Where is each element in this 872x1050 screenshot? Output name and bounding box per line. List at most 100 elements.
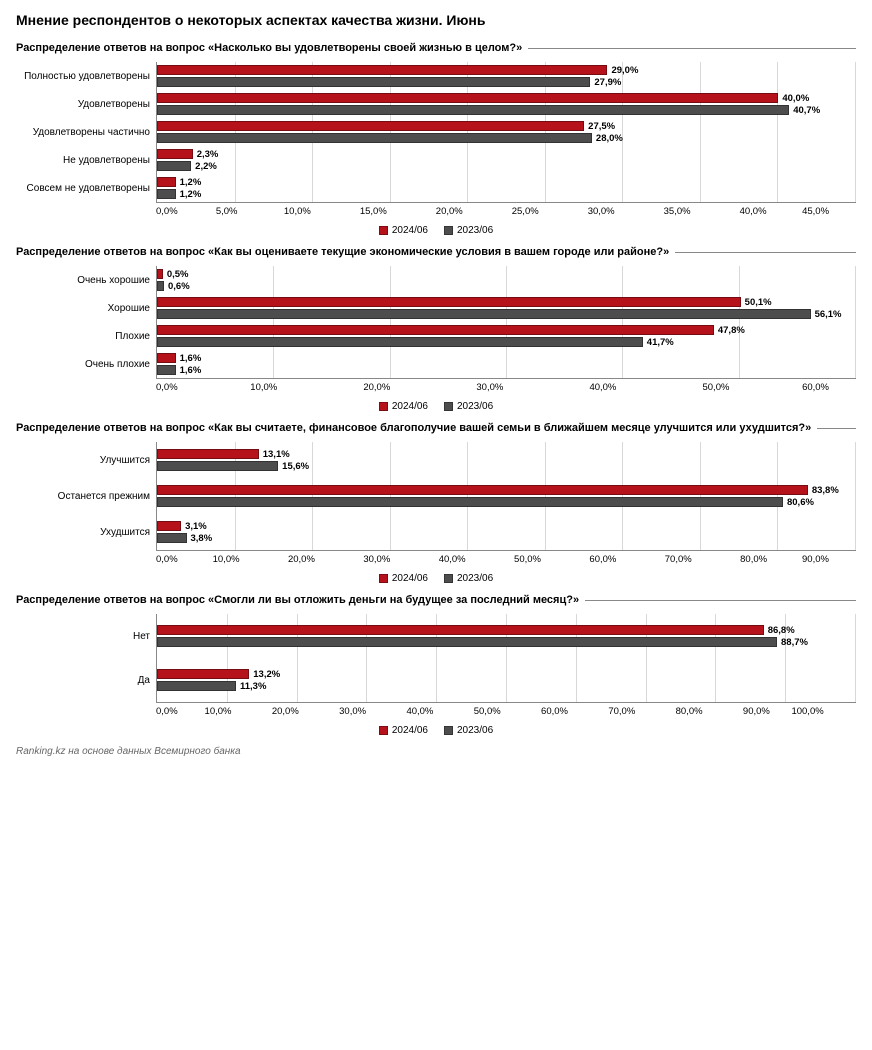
x-tick-label: 30,0% — [476, 382, 503, 393]
bar-value-label: 80,6% — [787, 497, 814, 508]
bar-group: 27,5%28,0% — [157, 118, 856, 146]
category-label: Плохие — [16, 322, 156, 350]
bar-series-2 — [157, 189, 176, 199]
bar-value-label: 41,7% — [647, 337, 674, 348]
x-tick-label: 50,0% — [474, 706, 501, 717]
x-tick-label: 50,0% — [702, 382, 729, 393]
bar-value-label: 88,7% — [781, 637, 808, 648]
x-tick-label: 40,0% — [406, 706, 433, 717]
chart-block: Распределение ответов на вопрос «Как вы … — [16, 246, 856, 412]
legend-label: 2023/06 — [457, 725, 493, 736]
bar-value-label: 2,3% — [197, 149, 219, 160]
legend-swatch — [379, 226, 388, 235]
bar-series-2 — [157, 365, 176, 375]
x-tick-label: 30,0% — [339, 706, 366, 717]
chart-title: Распределение ответов на вопрос «Как вы … — [16, 422, 811, 434]
bar-series-1 — [157, 65, 607, 75]
legend-item: 2023/06 — [444, 573, 493, 584]
legend-label: 2024/06 — [392, 401, 428, 412]
legend-label: 2024/06 — [392, 225, 428, 236]
bar-series-2 — [157, 281, 164, 291]
x-tick-label: 10,0% — [213, 554, 240, 565]
bar-group: 13,1%15,6% — [157, 442, 856, 478]
charts-container: Распределение ответов на вопрос «Насколь… — [16, 42, 856, 736]
category-label: Хорошие — [16, 294, 156, 322]
bar-value-label: 13,2% — [253, 669, 280, 680]
bar-series-2 — [157, 309, 811, 319]
bar-series-1 — [157, 177, 176, 187]
category-label: Ухудшится — [16, 514, 156, 550]
bar-value-label: 3,8% — [191, 533, 213, 544]
bar-value-label: 40,7% — [793, 105, 820, 116]
bar-group: 47,8% 41,7% — [157, 322, 856, 350]
category-label: Очень плохие — [16, 350, 156, 378]
legend: 2024/062023/06 — [16, 573, 856, 584]
bar-value-label: 47,8% — [718, 325, 745, 336]
title-divider — [585, 600, 856, 601]
chart-title: Распределение ответов на вопрос «Как вы … — [16, 246, 669, 258]
legend-swatch — [379, 574, 388, 583]
legend: 2024/06 2023/06 — [16, 225, 856, 236]
bar-value-label: 1,6% — [180, 365, 202, 376]
bar-series-1 — [157, 297, 741, 307]
legend-swatch — [444, 402, 453, 411]
x-tick-label: 0,0% — [156, 554, 178, 565]
legend-label: 2023/06 — [457, 225, 493, 236]
legend-label: 2023/06 — [457, 573, 493, 584]
bar-series-2 — [157, 77, 590, 87]
x-tick-label: 20,0% — [272, 706, 299, 717]
x-tick-label: 60,0% — [541, 706, 568, 717]
x-tick-label: 20,0% — [436, 206, 463, 217]
x-tick-label: 100,0% — [791, 706, 823, 717]
bar-series-2 — [157, 637, 777, 647]
category-label: Останется прежним — [16, 478, 156, 514]
x-tick-label: 70,0% — [665, 554, 692, 565]
bar-value-label: 1,2% — [180, 189, 202, 200]
bar-series-1 — [157, 449, 259, 459]
legend-item: 2023/06 — [444, 725, 493, 736]
category-label: Совсем не удовлетворены — [16, 174, 156, 202]
bar-group: 1,6%1,6% — [157, 350, 856, 378]
category-label: Нет — [16, 614, 156, 658]
legend-item: 2023/06 — [444, 401, 493, 412]
legend-label: 2023/06 — [457, 401, 493, 412]
bar-value-label: 83,8% — [812, 485, 839, 496]
bar-group: 1,2%1,2% — [157, 174, 856, 202]
bar-value-label: 1,2% — [180, 177, 202, 188]
category-label: Полностью удовлетворены — [16, 62, 156, 90]
x-tick-label: 40,0% — [589, 382, 616, 393]
bar-series-1 — [157, 625, 764, 635]
bar-series-1 — [157, 93, 778, 103]
x-tick-label: 60,0% — [589, 554, 616, 565]
bar-value-label: 11,3% — [240, 681, 266, 692]
bar-series-1 — [157, 521, 181, 531]
legend-item: 2024/06 — [379, 725, 428, 736]
title-divider — [817, 428, 856, 429]
x-tick-label: 20,0% — [363, 382, 390, 393]
bar-group: 29,0%27,9% — [157, 62, 856, 90]
x-tick-label: 5,0% — [216, 206, 238, 217]
bar-series-2 — [157, 161, 191, 171]
bar-value-label: 3,1% — [185, 521, 207, 532]
bar-value-label: 13,1% — [263, 449, 290, 460]
bar-series-1 — [157, 353, 176, 363]
legend-swatch — [444, 574, 453, 583]
bar-series-2 — [157, 133, 592, 143]
category-label: Не удовлетворены — [16, 146, 156, 174]
chart-block: Распределение ответов на вопрос «Насколь… — [16, 42, 856, 236]
bar-series-1 — [157, 149, 193, 159]
x-tick-label: 80,0% — [676, 706, 703, 717]
category-label: Да — [16, 658, 156, 702]
x-tick-label: 40,0% — [740, 206, 767, 217]
legend-label: 2024/06 — [392, 725, 428, 736]
bar-series-1 — [157, 485, 808, 495]
bar-group: 3,1%3,8% — [157, 514, 856, 550]
x-tick-label: 80,0% — [740, 554, 767, 565]
bar-value-label: 28,0% — [596, 133, 623, 144]
bar-series-2 — [157, 681, 236, 691]
bar-series-2 — [157, 461, 278, 471]
bar-group: 2,3%2,2% — [157, 146, 856, 174]
bar-value-label: 56,1% — [815, 309, 842, 320]
x-tick-label: 0,0% — [156, 706, 178, 717]
bar-series-1 — [157, 121, 584, 131]
